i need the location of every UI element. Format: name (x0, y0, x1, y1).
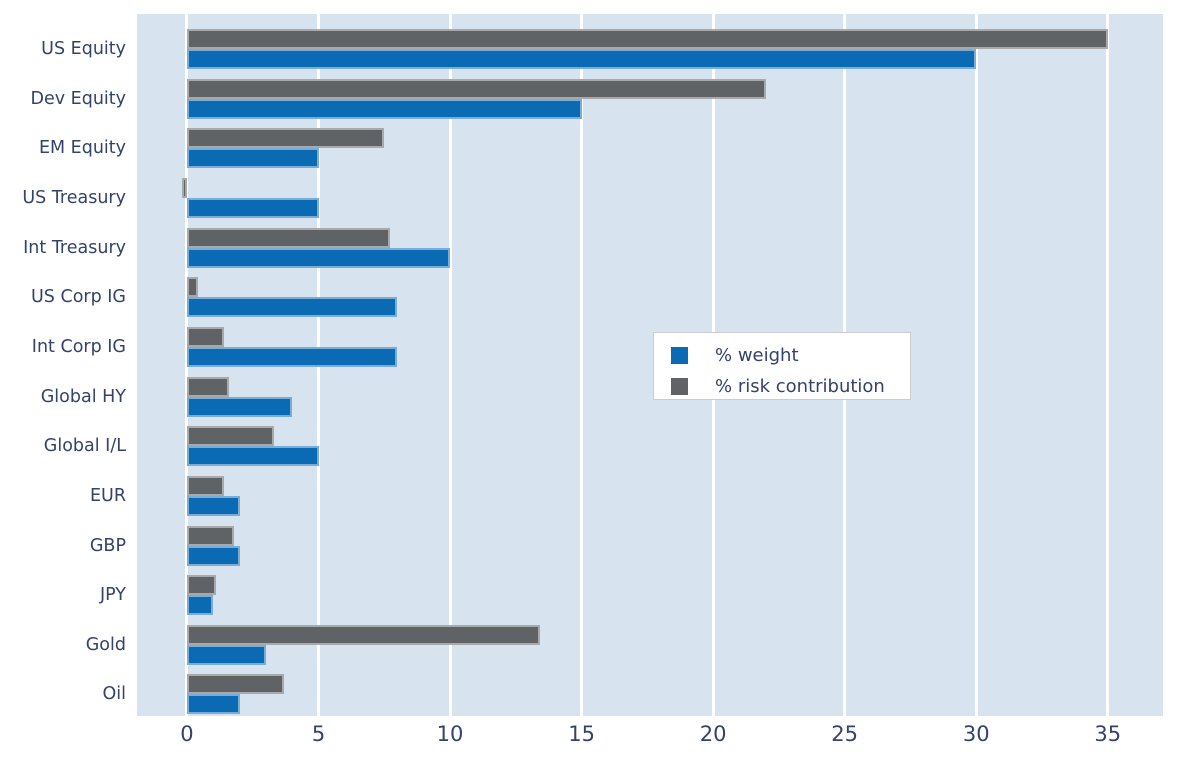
x-tick-label-35: 35 (1094, 722, 1122, 746)
bar-weight-jpy (186, 595, 214, 616)
legend-item-risk-contribution: % risk contribution (671, 374, 910, 399)
bar-risk-jpy (186, 575, 216, 596)
plot-area (137, 14, 1163, 716)
legend: % weight % risk contribution (653, 332, 911, 400)
y-axis-label-gold: Gold (85, 634, 126, 655)
gridline-10 (448, 14, 452, 716)
bar-weight-us-corp-ig (186, 297, 398, 318)
bar-risk-dev-equity (186, 78, 766, 99)
bar-risk-us-equity (186, 29, 1108, 49)
y-axis-label-em-equity: EM Equity (38, 138, 126, 159)
x-tick-label-10: 10 (436, 722, 464, 746)
bar-risk-gold (186, 624, 540, 645)
y-axis-label-gbp: GBP (89, 535, 126, 556)
y-axis-label-global-hy: Global HY (40, 386, 126, 407)
bar-weight-global-i-l (186, 446, 319, 467)
y-axis-label-global-i-l: Global I/L (43, 436, 126, 457)
y-axis-label-int-corp-ig: Int Corp IG (31, 336, 126, 357)
bar-risk-int-corp-ig (186, 326, 224, 347)
bar-risk-gbp (186, 525, 235, 546)
x-tick-label-0: 0 (180, 722, 194, 746)
x-tick-label-30: 30 (962, 722, 990, 746)
legend-item-weight: % weight (671, 343, 910, 368)
bar-weight-int-corp-ig (186, 346, 398, 367)
x-tick-label-5: 5 (311, 722, 326, 746)
bar-weight-us-equity (186, 49, 977, 69)
x-tick-label-15: 15 (568, 722, 595, 746)
gridline-35 (1106, 14, 1110, 716)
legend-label-weight: % weight (715, 345, 799, 366)
y-axis-label-oil: Oil (102, 684, 127, 705)
bar-risk-us-treasury (181, 177, 187, 198)
bar-weight-us-treasury (186, 197, 319, 218)
bar-weight-eur (186, 495, 240, 516)
bar-risk-global-hy (186, 376, 230, 397)
x-tick-label-25: 25 (831, 722, 859, 746)
legend-swatch-risk-icon (671, 378, 688, 395)
bar-risk-eur (186, 475, 224, 496)
y-axis-label-us-corp-ig: US Corp IG (31, 287, 126, 308)
y-axis-label-us-treasury: US Treasury (22, 187, 126, 208)
legend-swatch-weight-icon (671, 347, 688, 364)
legend-label-risk-contribution: % risk contribution (715, 376, 885, 397)
bar-risk-global-i-l (186, 426, 274, 447)
bar-weight-gbp (186, 545, 240, 566)
bar-weight-int-treasury (186, 247, 451, 268)
gridline-15 (580, 14, 584, 716)
bar-risk-int-treasury (186, 227, 390, 248)
y-axis-label-jpy: JPY (99, 585, 126, 606)
x-tick-label-20: 20 (699, 722, 727, 746)
y-axis-label-us-equity: US Equity (41, 39, 126, 59)
bar-weight-oil (186, 694, 240, 715)
y-axis-label-int-treasury: Int Treasury (23, 237, 126, 258)
gridline-30 (974, 14, 978, 716)
bar-risk-em-equity (186, 128, 385, 149)
bar-risk-us-corp-ig (186, 277, 198, 298)
bar-weight-global-hy (186, 396, 293, 417)
y-axis-label-eur: EUR (89, 485, 126, 506)
bar-weight-em-equity (186, 148, 319, 169)
bar-weight-gold (186, 644, 266, 665)
bar-risk-oil (186, 674, 285, 695)
bar-weight-dev-equity (186, 98, 582, 119)
y-axis-label-dev-equity: Dev Equity (30, 88, 127, 109)
